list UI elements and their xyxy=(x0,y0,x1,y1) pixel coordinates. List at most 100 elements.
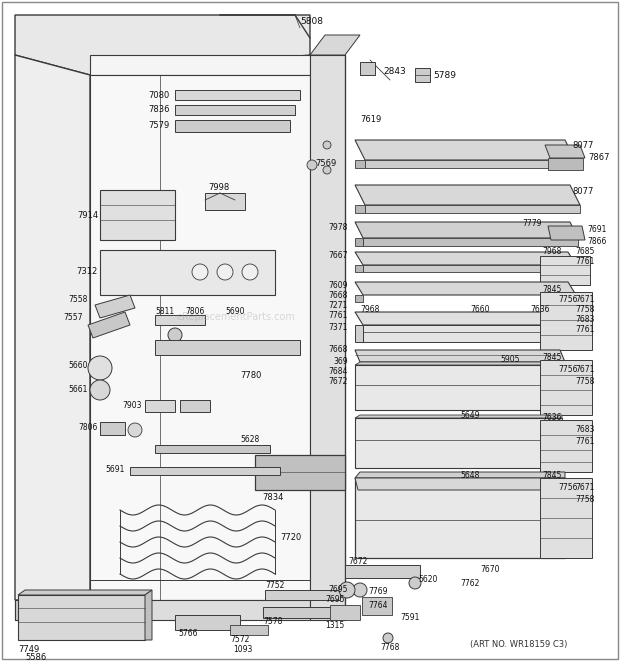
Text: 7671: 7671 xyxy=(575,295,595,305)
Text: 7968: 7968 xyxy=(360,305,379,315)
Text: 7761: 7761 xyxy=(575,325,595,334)
Polygon shape xyxy=(175,90,300,100)
Polygon shape xyxy=(15,55,90,600)
Text: 7683: 7683 xyxy=(575,315,595,325)
Text: 5808: 5808 xyxy=(300,17,323,26)
Polygon shape xyxy=(355,350,565,362)
Text: 7867: 7867 xyxy=(588,153,609,161)
Text: 7695: 7695 xyxy=(325,596,345,605)
Polygon shape xyxy=(540,420,592,472)
Polygon shape xyxy=(545,145,585,158)
Text: 7866: 7866 xyxy=(587,237,606,247)
Text: 7749: 7749 xyxy=(18,646,39,654)
Polygon shape xyxy=(415,68,430,82)
Text: 5660: 5660 xyxy=(68,360,88,369)
Polygon shape xyxy=(145,590,152,640)
Polygon shape xyxy=(18,590,152,595)
Polygon shape xyxy=(355,238,363,246)
Polygon shape xyxy=(100,250,275,295)
Text: 7845: 7845 xyxy=(542,286,561,295)
Polygon shape xyxy=(362,597,392,615)
Text: 8077: 8077 xyxy=(572,141,593,149)
Text: 7806: 7806 xyxy=(185,307,205,315)
Text: 7684: 7684 xyxy=(329,368,348,377)
Circle shape xyxy=(409,577,421,589)
Text: 5905: 5905 xyxy=(500,356,520,364)
Circle shape xyxy=(192,264,208,280)
Text: 7756: 7756 xyxy=(558,366,577,375)
Text: 7761: 7761 xyxy=(575,438,595,446)
Polygon shape xyxy=(205,193,245,210)
Text: eReplacementParts.com: eReplacementParts.com xyxy=(176,312,295,323)
Circle shape xyxy=(217,264,233,280)
Text: 7668: 7668 xyxy=(329,290,348,299)
Polygon shape xyxy=(365,205,580,213)
Polygon shape xyxy=(355,415,562,418)
Circle shape xyxy=(307,160,317,170)
Text: 7609: 7609 xyxy=(329,280,348,290)
Text: 7845: 7845 xyxy=(542,471,561,481)
Text: 1093: 1093 xyxy=(233,646,252,654)
Polygon shape xyxy=(263,607,340,618)
Text: 7685: 7685 xyxy=(575,247,595,256)
Text: 7558: 7558 xyxy=(69,295,88,305)
Text: 7758: 7758 xyxy=(575,496,595,504)
Text: 7768: 7768 xyxy=(380,644,399,652)
Circle shape xyxy=(90,380,110,400)
Polygon shape xyxy=(15,15,310,75)
Text: 5586: 5586 xyxy=(25,654,46,661)
Circle shape xyxy=(339,582,355,598)
Polygon shape xyxy=(15,600,310,620)
Polygon shape xyxy=(88,312,130,338)
Text: 7271: 7271 xyxy=(329,301,348,309)
Text: 7914: 7914 xyxy=(77,210,98,219)
Text: 7806: 7806 xyxy=(79,424,98,432)
Polygon shape xyxy=(175,105,295,115)
Text: 5661: 5661 xyxy=(69,385,88,395)
Polygon shape xyxy=(265,590,340,600)
Polygon shape xyxy=(363,238,578,246)
Text: 7998: 7998 xyxy=(208,184,229,192)
Text: 7557: 7557 xyxy=(63,313,83,323)
Text: 5648: 5648 xyxy=(460,471,479,481)
Polygon shape xyxy=(355,478,565,490)
Circle shape xyxy=(323,141,331,149)
Text: 5811: 5811 xyxy=(155,307,174,315)
Polygon shape xyxy=(540,256,590,285)
Polygon shape xyxy=(355,252,576,265)
Text: 5691: 5691 xyxy=(105,465,125,475)
Polygon shape xyxy=(90,55,310,75)
Polygon shape xyxy=(355,265,363,272)
Polygon shape xyxy=(95,295,135,318)
Polygon shape xyxy=(355,365,560,410)
Polygon shape xyxy=(355,478,565,558)
Text: 7758: 7758 xyxy=(575,377,595,387)
Polygon shape xyxy=(90,75,310,600)
Text: 2843: 2843 xyxy=(383,67,405,77)
Text: 7752: 7752 xyxy=(265,582,285,590)
Text: 7667: 7667 xyxy=(329,251,348,260)
Text: 7720: 7720 xyxy=(280,533,301,543)
Text: 7761: 7761 xyxy=(329,311,348,321)
Polygon shape xyxy=(355,325,363,342)
Text: 8077: 8077 xyxy=(572,188,593,196)
Circle shape xyxy=(323,166,331,174)
Polygon shape xyxy=(355,140,575,160)
Polygon shape xyxy=(130,467,280,475)
Text: 5628: 5628 xyxy=(240,436,259,444)
Text: 7670: 7670 xyxy=(480,566,500,574)
Text: 7769: 7769 xyxy=(368,588,388,596)
Polygon shape xyxy=(540,360,592,415)
Text: 7636: 7636 xyxy=(542,414,562,422)
Polygon shape xyxy=(100,422,125,435)
Polygon shape xyxy=(15,600,90,620)
Circle shape xyxy=(88,356,112,380)
Text: 7080: 7080 xyxy=(149,91,170,100)
Text: 7903: 7903 xyxy=(123,401,142,410)
Polygon shape xyxy=(155,315,205,325)
Polygon shape xyxy=(175,120,290,132)
Polygon shape xyxy=(345,565,420,578)
Polygon shape xyxy=(355,418,562,468)
Polygon shape xyxy=(100,190,175,240)
Polygon shape xyxy=(360,62,375,75)
